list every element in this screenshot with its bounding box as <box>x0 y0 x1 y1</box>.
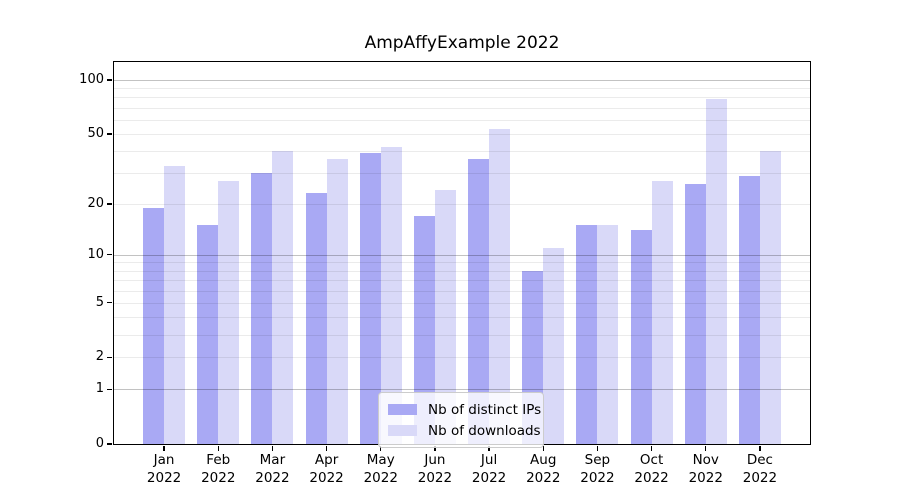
bar-downloads-12 <box>759 151 781 444</box>
bar-ips-3 <box>251 173 273 444</box>
gridline-minor <box>114 262 810 264</box>
gridline-minor <box>114 317 810 319</box>
y-tick-label: 10 <box>87 246 104 262</box>
gridline-major <box>114 80 810 82</box>
y-tick-mark <box>107 302 112 304</box>
y-tick-mark <box>107 79 112 81</box>
x-tick-label: Sep 2022 <box>580 452 615 486</box>
x-tick-label: May 2022 <box>363 452 398 486</box>
y-tick-mark <box>107 254 112 256</box>
gridline-minor <box>114 357 810 359</box>
legend-swatch-downloads <box>388 425 417 436</box>
bar-downloads-5 <box>380 147 402 444</box>
bar-ips-2 <box>197 225 219 444</box>
legend-label-downloads: Nb of downloads <box>428 422 541 439</box>
x-tick-label: Dec 2022 <box>742 452 778 486</box>
bar-ips-11 <box>684 184 706 444</box>
x-tick-label: Mar 2022 <box>255 452 290 486</box>
y-tick-mark <box>107 356 112 358</box>
y-tick-mark <box>107 443 112 445</box>
gridline-major <box>114 389 810 391</box>
legend-swatch-distinct-ips <box>388 404 417 415</box>
gridline-minor <box>114 97 810 99</box>
gridline-minor <box>114 119 810 121</box>
x-tick-mark <box>759 446 761 451</box>
bar-ips-12 <box>738 175 760 444</box>
bar-downloads-6 <box>434 190 456 444</box>
x-tick-label: Feb 2022 <box>201 452 236 486</box>
bar-downloads-8 <box>543 248 565 444</box>
gridline-minor <box>114 151 810 153</box>
plot-area: Nb of distinct IPs Nb of downloads Jan 20… <box>79 61 811 486</box>
x-tick-label: Nov 2022 <box>688 452 723 486</box>
legend-item-downloads: Nb of downloads <box>388 420 541 441</box>
x-tick-mark <box>705 446 707 451</box>
x-tick-mark <box>542 446 544 451</box>
x-tick-mark <box>650 446 653 451</box>
bar-ips-1 <box>143 207 165 444</box>
bar-downloads-11 <box>705 99 727 444</box>
x-tick-label: Aug 2022 <box>526 452 561 486</box>
x-tick-mark <box>271 446 273 451</box>
x-tick-mark <box>380 446 382 451</box>
bar-ips-10 <box>630 230 652 444</box>
x-tick-label: Jul 2022 <box>471 452 507 486</box>
gridline-minor <box>114 270 810 272</box>
gridline-minor <box>114 290 810 292</box>
x-tick-mark <box>325 446 328 451</box>
gridline-minor <box>114 133 810 135</box>
gridline-minor <box>114 173 810 175</box>
y-tick-label: 0 <box>95 436 104 451</box>
legend-item-distinct-ips: Nb of distinct IPs <box>388 399 541 420</box>
bar-downloads-10 <box>651 181 673 444</box>
gridline-minor <box>114 280 810 282</box>
legend-label-distinct-ips: Nb of distinct IPs <box>428 401 542 418</box>
y-tick-mark <box>107 133 112 135</box>
gridline-minor <box>114 107 810 109</box>
bar-downloads-2 <box>218 181 240 444</box>
x-tick-label: Jan 2022 <box>146 452 182 486</box>
x-tick-mark <box>434 446 436 451</box>
y-tick-label: 2 <box>95 349 104 365</box>
x-tick-label: Jun 2022 <box>417 452 453 486</box>
bar-downloads-9 <box>597 225 619 444</box>
bar-downloads-4 <box>326 159 348 444</box>
y-tick-label: 50 <box>87 125 104 141</box>
y-tick-label: 20 <box>87 195 104 211</box>
x-tick-label: Oct 2022 <box>634 452 669 486</box>
bar-downloads-7 <box>489 129 511 444</box>
chart-title: AmpAffyExample 2022 <box>364 33 560 53</box>
x-tick-mark <box>488 446 490 451</box>
bar-ips-4 <box>305 193 327 444</box>
y-tick-label: 5 <box>95 294 104 310</box>
bar-ips-5 <box>359 153 381 444</box>
bar-ips-9 <box>576 225 598 444</box>
y-tick-label: 1 <box>95 381 104 397</box>
x-tick-mark <box>163 446 165 451</box>
bar-ips-6 <box>413 216 435 444</box>
x-tick-mark <box>217 446 219 451</box>
bar-ips-7 <box>468 159 490 444</box>
gridline-minor <box>114 203 810 205</box>
legend: Nb of distinct IPs Nb of downloads <box>378 392 544 448</box>
y-tick-label: 100 <box>79 72 104 88</box>
y-tick-mark <box>107 388 112 390</box>
y-tick-mark <box>107 203 112 205</box>
gridline-minor <box>114 302 810 304</box>
x-tick-mark <box>596 446 598 451</box>
gridline-minor <box>114 88 810 90</box>
gridline-major <box>114 254 810 256</box>
bar-downloads-3 <box>272 151 294 444</box>
x-tick-label: Apr 2022 <box>309 452 344 486</box>
gridline-minor <box>114 334 810 336</box>
bar-downloads-1 <box>164 165 186 444</box>
